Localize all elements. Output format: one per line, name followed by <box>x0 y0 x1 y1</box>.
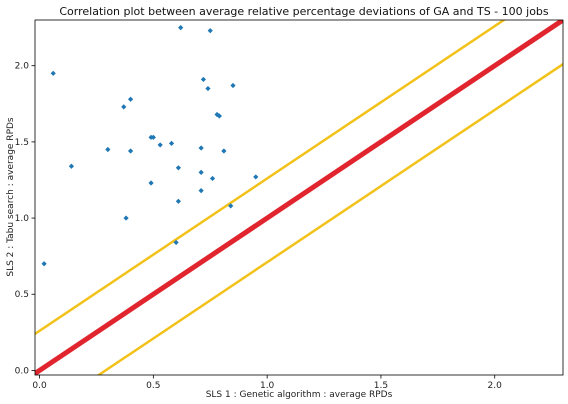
data-point <box>198 169 204 175</box>
x-axis-label: SLS 1 : Genetic algorithm : average RPDs <box>206 390 393 400</box>
data-point <box>178 25 184 31</box>
data-point <box>228 203 234 209</box>
data-point <box>50 70 56 76</box>
y-axis-label: SLS 2 : Tabu search : average RPDs <box>6 117 16 277</box>
x-tick-label: 1.5 <box>374 381 388 391</box>
y-tick-label: 2.0 <box>15 62 30 72</box>
x-tick-label: 0.0 <box>32 381 47 391</box>
data-point <box>175 165 181 171</box>
data-point <box>207 28 213 34</box>
chart-title: Correlation plot between average relativ… <box>59 5 549 18</box>
data-point <box>198 188 204 194</box>
y-tick-label: 1.0 <box>15 214 30 224</box>
data-point <box>41 261 47 267</box>
data-point <box>216 113 222 119</box>
data-point <box>121 104 127 110</box>
data-point <box>209 175 216 182</box>
scatter-points <box>41 25 259 267</box>
data-point <box>157 142 163 148</box>
data-point <box>253 174 259 180</box>
x-tick-label: 1.0 <box>260 381 275 391</box>
data-point <box>200 76 207 83</box>
data-point <box>127 96 134 102</box>
data-point <box>230 82 236 89</box>
data-point <box>105 146 111 153</box>
data-point <box>173 239 179 246</box>
data-point <box>205 85 211 92</box>
data-point <box>148 134 154 140</box>
plot-frame <box>34 19 564 376</box>
x-axis: 0.0 0.5 1.0 1.5 2.0 <box>32 375 502 391</box>
data-point <box>175 198 181 204</box>
x-tick-label: 0.5 <box>146 381 160 391</box>
data-point <box>127 148 134 154</box>
data-point <box>148 180 154 186</box>
data-point <box>168 140 175 147</box>
y-tick-label: 0.5 <box>15 290 29 300</box>
data-point <box>221 148 227 154</box>
data-point <box>68 163 75 169</box>
x-tick-label: 2.0 <box>488 381 503 391</box>
data-point <box>198 145 204 151</box>
y-tick-label: 1.5 <box>15 138 29 148</box>
data-point <box>123 215 129 221</box>
y-tick-label: 0.0 <box>15 366 30 376</box>
y-axis: 0.0 0.5 1.0 1.5 2.0 <box>15 62 35 376</box>
